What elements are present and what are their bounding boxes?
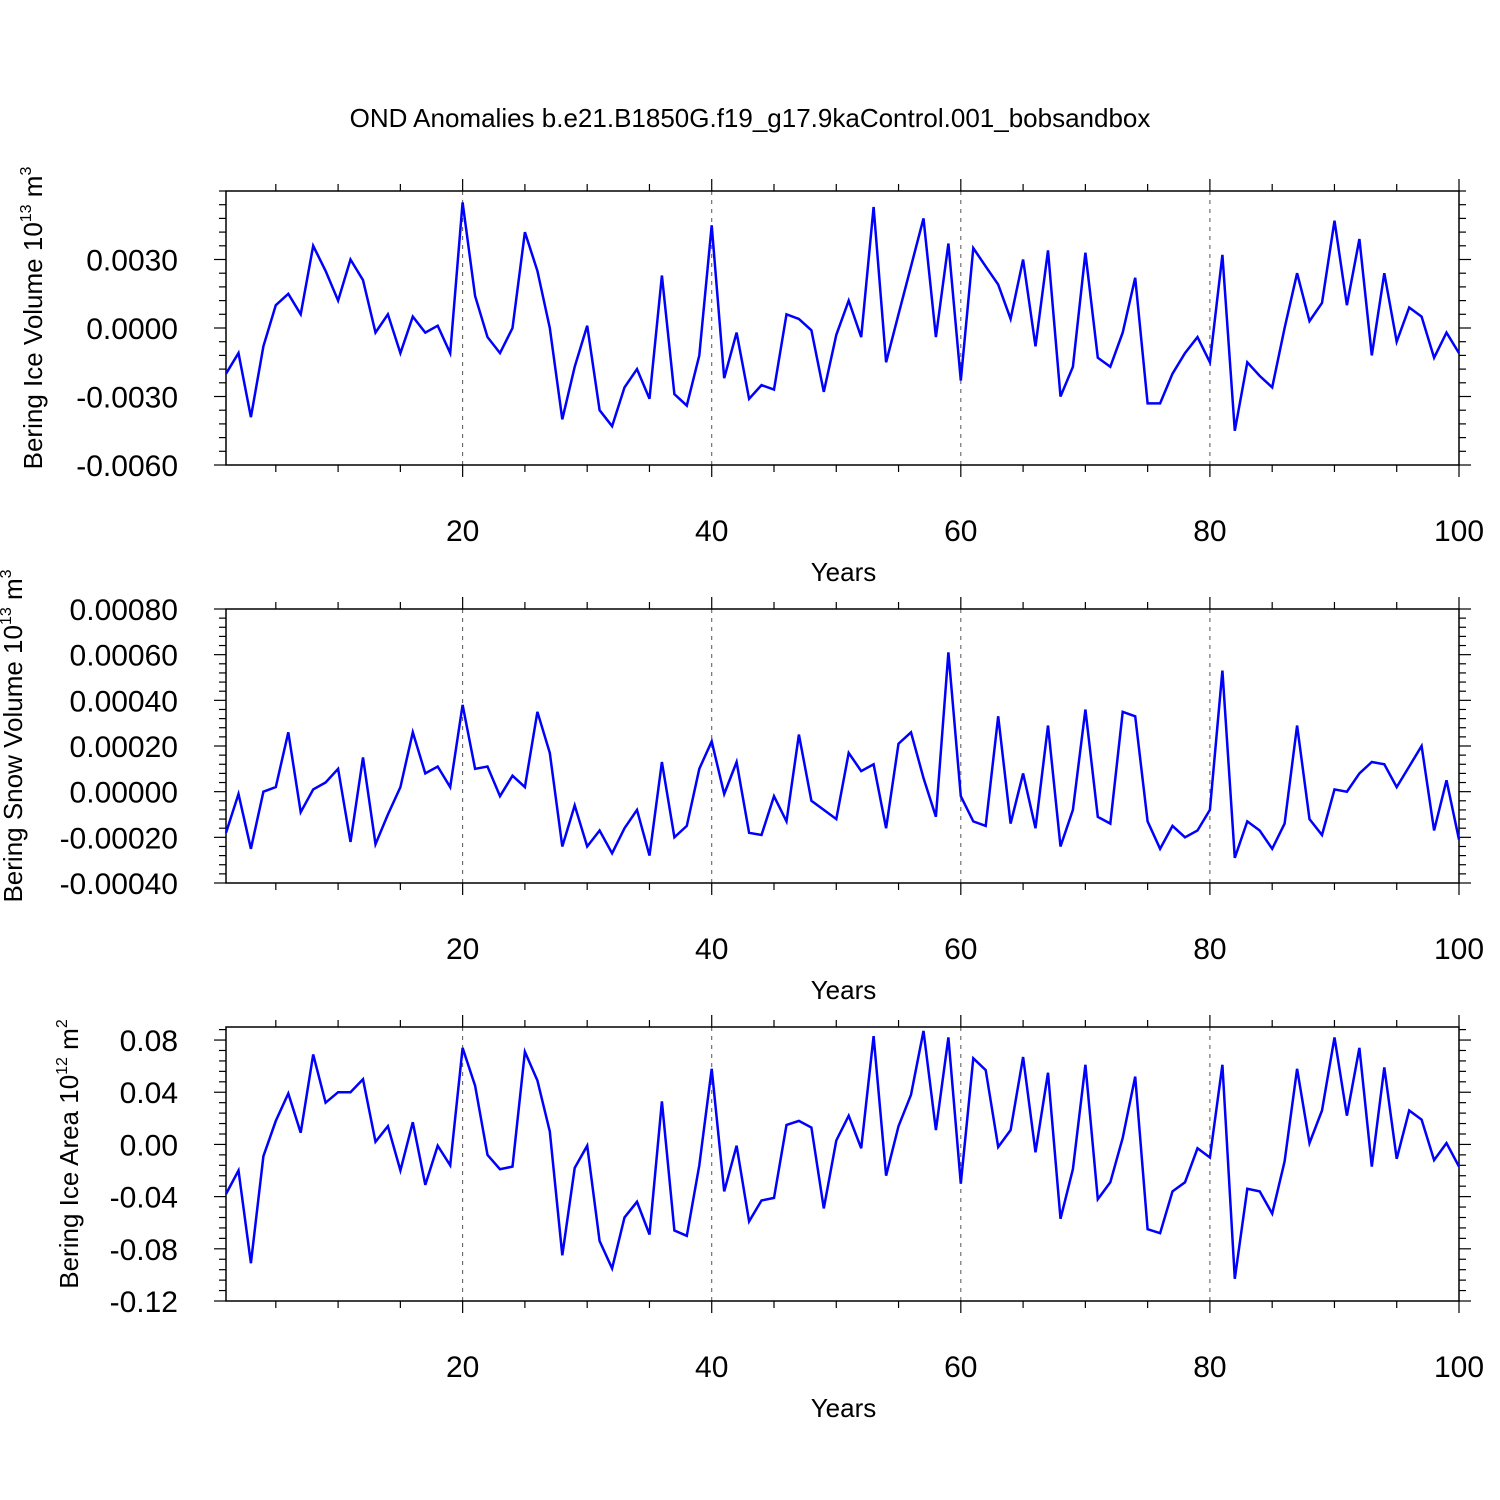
x-axis-label: Years <box>811 975 877 1005</box>
x-tick-label: 60 <box>944 1351 977 1384</box>
x-tick-label: 100 <box>1434 1351 1484 1384</box>
y-tick-label: 0.00 <box>120 1129 178 1162</box>
y-tick-label: 0.00040 <box>70 685 178 718</box>
x-axis-label: Years <box>811 1393 877 1423</box>
x-axis-label: Years <box>811 557 877 587</box>
y-tick-label: 0.0000 <box>86 313 178 346</box>
plot-frame <box>225 608 1460 884</box>
y-tick-label: 0.00000 <box>70 777 178 810</box>
y-tick-label: 0.00020 <box>70 731 178 764</box>
y-tick-label: 0.00080 <box>70 594 178 627</box>
series-line-panel-1 <box>224 202 1461 432</box>
y-tick-label: 0.00060 <box>70 640 178 673</box>
x-tick-label: 40 <box>695 933 728 966</box>
x-tick-label: 80 <box>1193 933 1226 966</box>
x-tick-label: 20 <box>446 515 479 548</box>
x-tick-label: 80 <box>1193 1351 1226 1384</box>
y-axis-label: Bering Snow Volume 1013 m3 <box>0 569 28 902</box>
y-tick-label: -0.00020 <box>60 822 178 855</box>
y-tick-label: 0.08 <box>120 1025 178 1058</box>
panel-1: -0.0060 -0.0030 0.0000 0.0030 20 40 60 80 100 Yea… <box>18 167 1484 587</box>
x-tick-label: 60 <box>944 515 977 548</box>
plot-frame <box>225 190 1460 466</box>
panel-2: -0.00040 -0.00020 0.00000 0.00020 0.00040 0.0… <box>0 569 1484 1005</box>
x-tick-label: 100 <box>1434 933 1484 966</box>
y-tick-label: -0.0060 <box>76 450 178 483</box>
series-line-panel-2 <box>224 652 1461 859</box>
panel-3: -0.12 -0.08 -0.04 0.00 0.04 0.08 20 40 60 80 100 Ye… <box>54 1015 1484 1423</box>
y-tick-label: 0.0030 <box>86 245 178 278</box>
series-line-panel-3 <box>224 1030 1461 1279</box>
figure-title: OND Anomalies b.e21.B1850G.f19_g17.9kaCo… <box>350 103 1151 133</box>
x-tick-label: 20 <box>446 933 479 966</box>
y-axis-label: Bering Ice Area 1012 m2 <box>54 1019 84 1289</box>
x-tick-label: 80 <box>1193 515 1226 548</box>
y-axis-label: Bering Ice Volume 1013 m3 <box>18 167 48 470</box>
y-tick-label: -0.04 <box>110 1182 178 1215</box>
x-tick-label: 20 <box>446 1351 479 1384</box>
x-tick-label: 100 <box>1434 515 1484 548</box>
y-tick-label: -0.0030 <box>76 382 178 415</box>
y-tick-label: -0.08 <box>110 1234 178 1267</box>
y-tick-label: -0.12 <box>110 1286 178 1319</box>
x-tick-label: 40 <box>695 1351 728 1384</box>
plot-frame <box>225 1026 1460 1302</box>
x-tick-label: 40 <box>695 515 728 548</box>
y-tick-label: -0.00040 <box>60 868 178 901</box>
x-tick-label: 60 <box>944 933 977 966</box>
y-tick-label: 0.04 <box>120 1077 178 1110</box>
